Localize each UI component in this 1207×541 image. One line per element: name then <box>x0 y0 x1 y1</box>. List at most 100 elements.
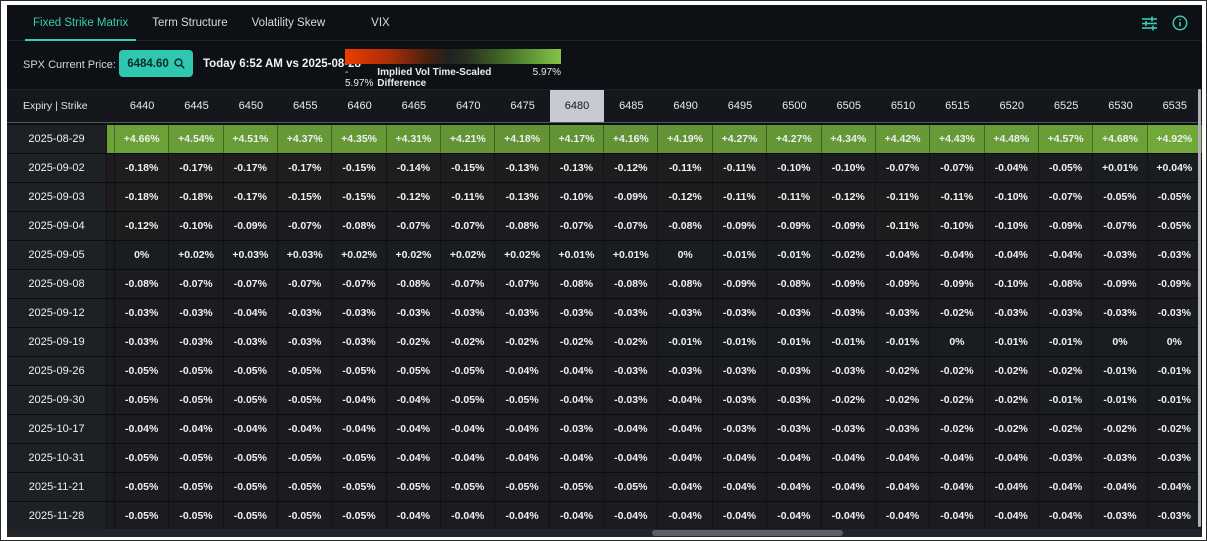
strike-header-6485[interactable]: 6485 <box>619 100 644 112</box>
vol-diff-cell: -0.05% <box>549 473 605 501</box>
vol-diff-cell: -0.04% <box>658 386 713 414</box>
expiry-cell[interactable]: 2025-09-30 <box>7 386 107 414</box>
vol-diff-cell: -0.09% <box>1093 270 1148 298</box>
price-search-button[interactable]: 6484.60 <box>119 50 193 77</box>
vol-diff-cell: +0.02% <box>169 241 224 269</box>
vol-diff-cell: -0.03% <box>712 415 768 443</box>
vol-diff-cell: -0.01% <box>1147 386 1202 414</box>
strike-header-6495[interactable]: 6495 <box>727 100 753 112</box>
strike-header-6535[interactable]: 6535 <box>1162 100 1188 112</box>
expiry-cell[interactable]: 2025-11-28 <box>7 502 107 529</box>
expiry-cell[interactable]: 2025-08-29 <box>7 125 107 153</box>
matrix-body: 2025-08-29 +4.66% +4.54% +4.51% +4.37% +4.35%… <box>7 125 1202 529</box>
tab-vix[interactable]: VIX <box>371 16 390 29</box>
vol-diff-cell: -0.03% <box>549 299 605 327</box>
vol-diff-cell: -0.08% <box>332 212 387 240</box>
expiry-cell[interactable]: 2025-09-08 <box>7 270 107 298</box>
vol-diff-cell: -0.11% <box>875 183 931 211</box>
table-row: 2025-09-26 -0.05% -0.05% -0.05% -0.05% -0.05%… <box>7 357 1202 386</box>
strike-header-6455[interactable]: 6455 <box>292 100 318 112</box>
strike-header-6470[interactable]: 6470 <box>456 100 481 112</box>
strike-header-6525[interactable]: 6525 <box>1053 100 1079 112</box>
vol-diff-cell: -0.04% <box>658 444 713 472</box>
vol-diff-cell: -0.05% <box>495 386 550 414</box>
table-row: 2025-09-04 -0.12% -0.10% -0.09% -0.07% -0.08%… <box>7 212 1202 241</box>
strike-header-6440[interactable]: 6440 <box>129 100 155 112</box>
vol-diff-cell: -0.05% <box>115 502 170 529</box>
expiry-cell[interactable]: 2025-11-21 <box>7 473 107 501</box>
strike-header-6475[interactable]: 6475 <box>510 100 535 112</box>
expiry-cell[interactable]: 2025-09-26 <box>7 357 107 385</box>
expiry-cell[interactable]: 2025-10-17 <box>7 415 107 443</box>
strike-header-6505[interactable]: 6505 <box>836 100 861 112</box>
vol-diff-cell: -0.04% <box>875 473 931 501</box>
strike-header-6510[interactable]: 6510 <box>890 100 916 112</box>
vol-diff-cell: +4.51% <box>223 125 279 153</box>
vol-diff-cell: -0.04% <box>332 386 387 414</box>
strike-header-6520[interactable]: 6520 <box>999 100 1024 112</box>
tab-fixed-strike-matrix[interactable]: Fixed Strike Matrix <box>21 5 140 41</box>
vol-diff-cell: -0.04% <box>930 444 985 472</box>
tab-term-structure[interactable]: Term Structure <box>152 16 228 29</box>
horizontal-scrollbar-thumb[interactable] <box>652 530 844 536</box>
vol-diff-cell: -0.12% <box>604 154 659 182</box>
vol-diff-cell: -0.03% <box>821 299 876 327</box>
vol-diff-cell: +4.34% <box>821 125 876 153</box>
strike-header-6480[interactable]: 6480 <box>549 90 605 122</box>
tab-volatility-skew[interactable]: Volatility Skew <box>251 16 326 29</box>
strike-header-6465[interactable]: 6465 <box>401 100 427 112</box>
strike-header-6490[interactable]: 6490 <box>673 100 698 112</box>
clipped-column-sliver <box>107 270 115 298</box>
expiry-cell[interactable]: 2025-09-19 <box>7 328 107 356</box>
vertical-scrollbar-thumb[interactable] <box>1198 89 1201 527</box>
sliders-icon[interactable] <box>1141 15 1158 32</box>
vol-diff-cell: -0.08% <box>604 270 659 298</box>
horizontal-scrollbar[interactable] <box>7 529 1202 537</box>
strike-header-6445[interactable]: 6445 <box>184 100 209 112</box>
strike-header-6515[interactable]: 6515 <box>945 100 970 112</box>
vol-diff-cell: -0.09% <box>604 183 659 211</box>
vol-diff-cell: -0.03% <box>1147 444 1202 472</box>
vol-diff-cell: -0.02% <box>821 386 876 414</box>
vol-diff-cell: -0.04% <box>984 444 1039 472</box>
vol-diff-cell: -0.02% <box>1147 415 1202 443</box>
vol-diff-cell: -0.03% <box>658 299 713 327</box>
clipped-column-sliver <box>107 415 115 443</box>
vol-diff-cell: -0.03% <box>495 299 550 327</box>
expiry-cell[interactable]: 2025-09-12 <box>7 299 107 327</box>
vol-diff-cell: -0.04% <box>386 415 442 443</box>
matrix-header-row: Expiry | Strike 6440 6445 6450 6455 6460 6465… <box>7 89 1202 123</box>
vol-diff-cell: -0.02% <box>386 328 442 356</box>
vol-diff-cell: -0.03% <box>658 357 713 385</box>
strike-header-6530[interactable]: 6530 <box>1108 100 1133 112</box>
vol-diff-cell: -0.10% <box>821 154 876 182</box>
vol-diff-cell: -0.03% <box>767 299 822 327</box>
expiry-cell[interactable]: 2025-09-05 <box>7 241 107 269</box>
vol-diff-cell: -0.03% <box>767 415 822 443</box>
strike-header-6460[interactable]: 6460 <box>347 100 372 112</box>
expiry-cell[interactable]: 2025-09-02 <box>7 154 107 182</box>
vol-diff-cell: -0.04% <box>712 502 768 529</box>
expiry-cell[interactable]: 2025-09-03 <box>7 183 107 211</box>
vol-diff-cell: -0.10% <box>984 270 1039 298</box>
vol-diff-cell: -0.09% <box>1147 270 1202 298</box>
vol-diff-cell: -0.15% <box>278 183 333 211</box>
vol-diff-cell: -0.07% <box>441 212 496 240</box>
expiry-cell[interactable]: 2025-10-31 <box>7 444 107 472</box>
strike-header-6450[interactable]: 6450 <box>238 100 264 112</box>
vol-diff-cell: -0.13% <box>495 183 550 211</box>
info-icon[interactable] <box>1172 15 1188 31</box>
vol-diff-cell: -0.05% <box>495 473 550 501</box>
expiry-cell[interactable]: 2025-09-04 <box>7 212 107 240</box>
strike-header-6500[interactable]: 6500 <box>782 100 807 112</box>
vol-diff-cell: -0.04% <box>821 502 876 529</box>
vol-diff-cell: -0.08% <box>386 270 442 298</box>
vol-diff-cell: -0.03% <box>712 357 768 385</box>
vol-diff-cell: -0.01% <box>1093 357 1148 385</box>
vol-diff-cell: -0.03% <box>1038 299 1094 327</box>
vol-diff-cell: -0.03% <box>821 357 876 385</box>
vol-diff-cell: -0.04% <box>821 444 876 472</box>
vol-diff-cell: -0.03% <box>875 299 931 327</box>
vol-diff-cell: -0.17% <box>223 154 279 182</box>
vol-diff-cell: -0.08% <box>658 270 713 298</box>
